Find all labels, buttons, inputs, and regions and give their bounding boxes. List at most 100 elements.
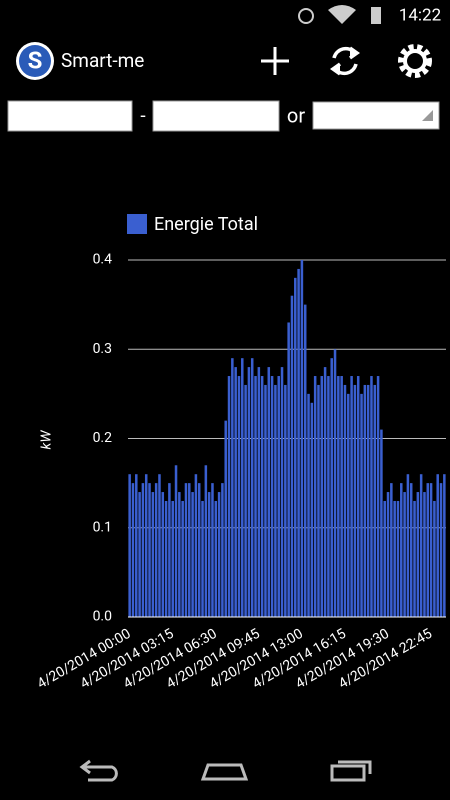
bar [303, 304, 307, 617]
legend-swatch [127, 214, 147, 234]
bar [429, 483, 433, 617]
back-button[interactable] [79, 759, 118, 782]
bar [317, 384, 320, 617]
bar [270, 376, 274, 617]
y-tick-label: 0.2 [93, 430, 113, 446]
bar [135, 474, 138, 617]
period-select[interactable] [312, 101, 440, 130]
select-arrow [422, 110, 433, 121]
bar [144, 474, 148, 617]
bar [171, 500, 174, 617]
bar [363, 384, 367, 617]
bar [158, 474, 161, 617]
bar [297, 268, 300, 617]
bar [141, 483, 145, 617]
bar [254, 376, 257, 617]
bar [128, 474, 131, 617]
bar [337, 376, 340, 617]
bar [409, 483, 413, 617]
app-logo-letter: S [28, 46, 43, 74]
bar [360, 393, 363, 617]
bar [380, 429, 383, 617]
legend-label: Energie Total [154, 214, 258, 235]
bar [320, 376, 324, 617]
bar [221, 483, 224, 617]
bar [168, 483, 171, 617]
bar [274, 384, 277, 617]
bar [277, 376, 280, 617]
bar [280, 367, 284, 617]
home-button[interactable] [200, 763, 249, 781]
bar [400, 483, 403, 617]
bar [383, 500, 386, 617]
date-from-text: 20/04/2014 [12, 104, 113, 127]
bar [413, 500, 416, 617]
bar [174, 465, 178, 617]
bar [300, 260, 304, 617]
bar [151, 492, 155, 617]
bar [244, 384, 247, 617]
bar [241, 358, 244, 617]
bar [290, 295, 294, 617]
refresh-button[interactable] [329, 46, 361, 76]
bar [267, 367, 271, 617]
bar [330, 358, 333, 617]
bar [313, 376, 317, 617]
bar [194, 474, 198, 617]
bar [419, 474, 423, 617]
bar [327, 376, 330, 617]
bar [333, 349, 337, 617]
bar [416, 492, 420, 617]
y-tick-label: 0.4 [93, 252, 113, 268]
bar [343, 384, 347, 617]
bar [294, 277, 297, 617]
status-time: 14:22 [399, 5, 441, 25]
bar [224, 420, 227, 617]
date-separator: - [140, 104, 145, 127]
bar [436, 474, 439, 617]
bar [340, 376, 343, 617]
date-from-input[interactable] [7, 100, 133, 132]
bar [161, 492, 165, 617]
bar [181, 500, 184, 617]
nav-bar [79, 759, 372, 782]
bar [234, 367, 237, 617]
bar [204, 465, 208, 617]
y-axis-label: kW [39, 430, 55, 450]
bar [307, 393, 310, 617]
y-tick-label: 0.3 [93, 341, 112, 357]
bar [396, 500, 400, 617]
or-label: or [287, 103, 305, 127]
bar [403, 492, 406, 617]
settings-button[interactable] [398, 44, 432, 78]
bar [211, 483, 214, 617]
recents-button[interactable] [330, 760, 372, 782]
date-to-input[interactable] [152, 100, 280, 132]
bar [191, 492, 194, 617]
app-logo-inner [19, 45, 51, 77]
bar [433, 500, 436, 617]
bar [227, 376, 231, 617]
bar [250, 358, 254, 617]
bar [214, 500, 218, 617]
bar [264, 384, 267, 617]
bar [373, 384, 377, 617]
status-icons [298, 5, 381, 24]
bar [423, 492, 426, 617]
bar [287, 322, 290, 617]
bar [217, 492, 221, 617]
add-button[interactable] [261, 47, 289, 75]
bar [231, 358, 234, 617]
bar [356, 376, 360, 617]
bar [353, 384, 357, 617]
bar [131, 483, 135, 617]
bar [386, 492, 390, 617]
date-to-text: 4/21/2014 [157, 104, 248, 127]
period-select-text: - [317, 104, 322, 124]
bar [188, 483, 191, 617]
app-title: Smart-me [61, 49, 144, 72]
bar [350, 376, 353, 617]
bar [390, 483, 393, 617]
